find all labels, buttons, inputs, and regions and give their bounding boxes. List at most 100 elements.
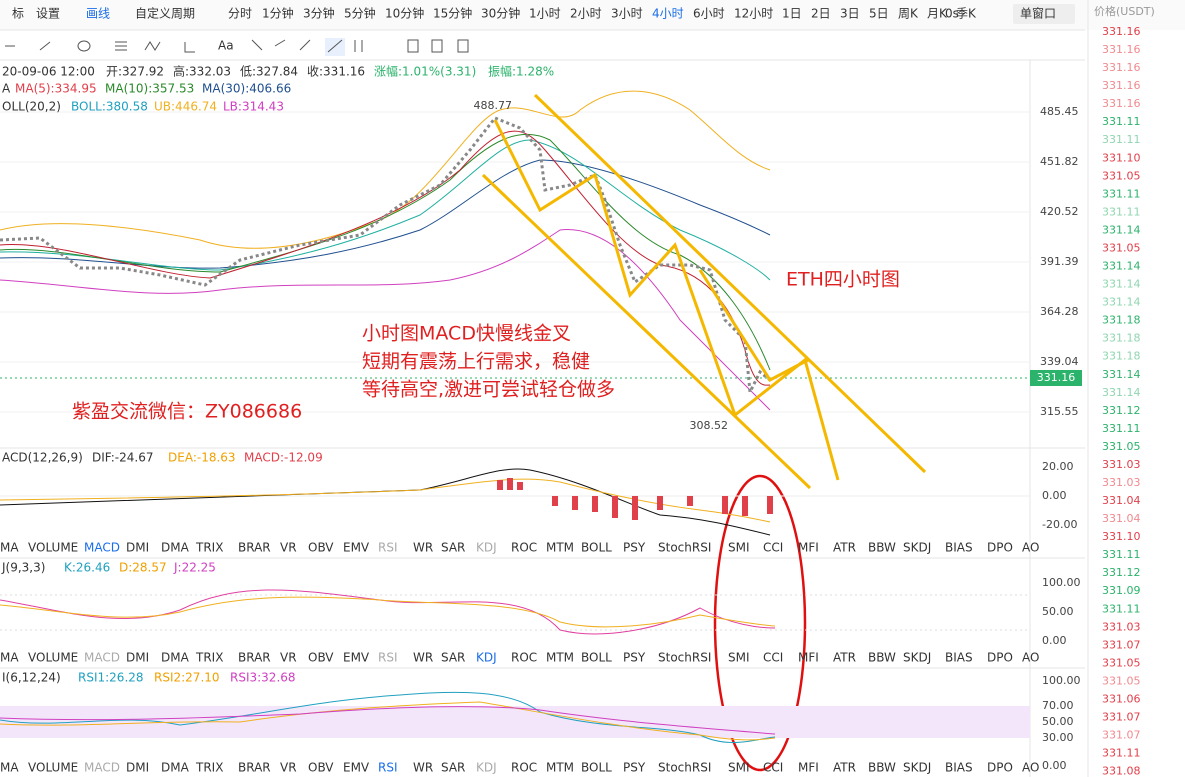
indicator-tab[interactable]: ROC <box>511 541 537 555</box>
indicator-tab[interactable]: BRAR <box>238 761 271 775</box>
interval-tab[interactable]: 周K <box>898 7 919 21</box>
indicator-tab[interactable]: EMV <box>343 761 370 775</box>
indicator-tab[interactable]: MA <box>0 541 19 555</box>
interval-tab[interactable]: 3小时 <box>611 7 643 21</box>
indicator-tab[interactable]: MTM <box>546 651 574 665</box>
indicator-tab[interactable]: KDJ <box>476 761 497 775</box>
indicator-tab[interactable]: RSI <box>378 651 398 665</box>
indicator-tab[interactable]: TRIX <box>195 761 223 775</box>
drawing-tools[interactable] <box>5 38 469 56</box>
indicator-tab[interactable]: VR <box>280 651 297 665</box>
indicator-tab[interactable]: BIAS <box>945 651 973 665</box>
indicator-tab[interactable]: PSY <box>623 761 646 775</box>
indicator-tab[interactable]: BOLL <box>581 761 612 775</box>
tool-text[interactable]: Aa <box>218 39 234 53</box>
toolbar-item[interactable]: 画线 <box>86 7 110 21</box>
indicator-tab[interactable]: OBV <box>308 651 334 665</box>
window-btn[interactable]: 单窗口 <box>1020 7 1056 21</box>
indicator-tab[interactable]: ATR <box>833 541 856 555</box>
indicator-tab[interactable]: BBW <box>868 651 896 665</box>
indicator-tab[interactable]: VR <box>280 761 297 775</box>
indicator-tab[interactable]: CCI <box>763 761 783 775</box>
indicator-tab[interactable]: KDJ <box>476 541 497 555</box>
indicator-tab[interactable]: RSI <box>378 761 398 775</box>
interval-tab[interactable]: 12小时 <box>734 7 773 21</box>
interval-tab[interactable]: 2小时 <box>570 7 602 21</box>
indicator-tab[interactable]: BBW <box>868 541 896 555</box>
indicator-tab[interactable]: MFI <box>798 541 819 555</box>
indicator-tab[interactable]: CCI <box>763 541 783 555</box>
indicator-tab[interactable]: BBW <box>868 761 896 775</box>
indicator-tab[interactable]: DMI <box>126 761 149 775</box>
interval-tab[interactable]: 5分钟 <box>344 6 376 21</box>
toolbar-item[interactable]: 设置 <box>36 7 60 21</box>
indicator-tab[interactable]: MFI <box>798 651 819 665</box>
indicator-tab[interactable]: StochRSI <box>658 541 711 555</box>
indicator-tab[interactable]: BIAS <box>945 761 973 775</box>
indicator-tab[interactable]: DMA <box>161 651 190 665</box>
indicator-tab[interactable]: VOLUME <box>28 761 78 775</box>
indicator-tab[interactable]: BIAS <box>945 541 973 555</box>
indicator-tab[interactable]: WR <box>413 541 433 555</box>
interval-tab[interactable]: 1日 <box>782 7 802 21</box>
indicator-tab[interactable]: VOLUME <box>28 651 78 665</box>
toolbar-item[interactable]: 自定义周期 <box>135 6 195 21</box>
indicator-tab[interactable]: MACD <box>84 541 120 555</box>
indicator-tab[interactable]: DMA <box>161 761 190 775</box>
indicator-tab[interactable]: WR <box>413 651 433 665</box>
indicator-tab[interactable]: CCI <box>763 651 783 665</box>
indicator-tab[interactable]: BRAR <box>238 651 271 665</box>
interval-tab[interactable]: 3分钟 <box>303 6 335 21</box>
indicator-tab[interactable]: KDJ <box>476 651 497 665</box>
indicator-tab[interactable]: MA <box>0 651 19 665</box>
indicator-tab[interactable]: TRIX <box>195 651 223 665</box>
indicator-tab[interactable]: MACD <box>84 761 120 775</box>
interval-tab[interactable]: 2日 <box>811 7 831 21</box>
indicator-tab[interactable]: SAR <box>441 651 465 665</box>
interval-tab[interactable]: 季K <box>956 7 977 21</box>
indicator-tab[interactable]: DPO <box>987 541 1013 555</box>
interval-tab[interactable]: 30分钟 <box>481 6 520 21</box>
indicator-tab[interactable]: AO <box>1022 541 1039 555</box>
toolbar-item[interactable]: 标 <box>12 7 24 21</box>
indicator-tab[interactable]: AO <box>1022 651 1039 665</box>
interval-tab[interactable]: 6小时 <box>693 7 725 21</box>
interval-tab[interactable]: 4小时 <box>652 7 684 21</box>
indicator-tab[interactable]: EMV <box>343 541 370 555</box>
indicator-tab[interactable]: DMI <box>126 651 149 665</box>
indicator-tab[interactable]: OBV <box>308 541 334 555</box>
indicator-tab[interactable]: SKDJ <box>903 541 931 555</box>
interval-tab[interactable]: 15分钟 <box>433 6 472 21</box>
interval-tab[interactable]: 10分钟 <box>385 6 424 21</box>
indicator-tab[interactable]: ATR <box>833 651 856 665</box>
interval-tab[interactable]: 5日 <box>869 7 889 21</box>
indicator-tab[interactable]: SMI <box>728 761 750 775</box>
indicator-tab[interactable]: BOLL <box>581 541 612 555</box>
indicator-tab[interactable]: DMI <box>126 541 149 555</box>
indicator-tab[interactable]: SMI <box>728 651 750 665</box>
indicator-tab[interactable]: SKDJ <box>903 651 931 665</box>
indicator-tab[interactable]: TRIX <box>195 541 223 555</box>
interval-tab[interactable]: 1小时 <box>529 7 561 21</box>
interval-tab[interactable]: 月K <box>927 7 948 21</box>
indicator-tab[interactable]: MTM <box>546 541 574 555</box>
indicator-tab[interactable]: StochRSI <box>658 651 711 665</box>
interval-tab[interactable]: 3日 <box>840 7 860 21</box>
indicator-tab[interactable]: OBV <box>308 761 334 775</box>
indicator-tab[interactable]: BRAR <box>238 541 271 555</box>
indicator-tab[interactable]: MFI <box>798 761 819 775</box>
indicator-tab[interactable]: SMI <box>728 541 750 555</box>
indicator-tab[interactable]: DMA <box>161 541 190 555</box>
clock[interactable]: 0s <box>945 7 959 21</box>
indicator-tab[interactable]: VOLUME <box>28 541 78 555</box>
indicator-tab[interactable]: WR <box>413 761 433 775</box>
interval-tab[interactable]: 分时 <box>228 7 252 21</box>
indicator-tab[interactable]: BOLL <box>581 651 612 665</box>
indicator-tab[interactable]: EMV <box>343 651 370 665</box>
indicator-tab[interactable]: ROC <box>511 651 537 665</box>
indicator-tab[interactable]: ATR <box>833 761 856 775</box>
indicator-tab[interactable]: VR <box>280 541 297 555</box>
indicator-tab[interactable]: ROC <box>511 761 537 775</box>
indicator-tab[interactable]: SKDJ <box>903 761 931 775</box>
indicator-tab[interactable]: MA <box>0 761 19 775</box>
